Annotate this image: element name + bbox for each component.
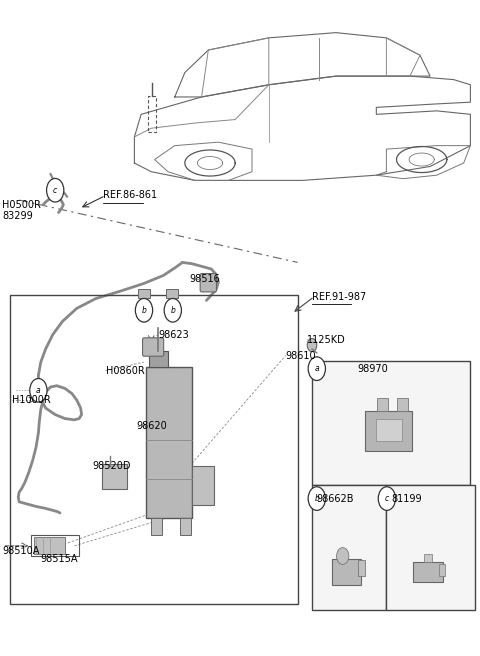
FancyBboxPatch shape <box>192 466 214 505</box>
Circle shape <box>308 357 325 380</box>
Text: REF.91-987: REF.91-987 <box>312 291 366 302</box>
Text: 98623: 98623 <box>158 329 189 340</box>
Circle shape <box>47 178 64 202</box>
Text: b: b <box>142 306 146 315</box>
FancyBboxPatch shape <box>200 274 216 292</box>
Text: b: b <box>314 494 319 503</box>
Text: a: a <box>36 386 41 395</box>
Text: 98520D: 98520D <box>92 461 131 471</box>
Circle shape <box>164 298 181 322</box>
Bar <box>151 518 162 535</box>
Text: H1000R: H1000R <box>12 395 51 405</box>
Bar <box>180 518 191 535</box>
Text: 98516: 98516 <box>190 274 220 285</box>
Bar <box>312 485 386 610</box>
FancyBboxPatch shape <box>365 411 412 451</box>
Bar <box>166 289 178 298</box>
FancyBboxPatch shape <box>143 338 164 356</box>
Text: b: b <box>170 306 175 315</box>
Text: 98510A: 98510A <box>2 546 40 556</box>
Circle shape <box>30 379 47 402</box>
Text: 98970: 98970 <box>358 363 388 374</box>
FancyBboxPatch shape <box>34 537 65 554</box>
Text: 81199: 81199 <box>391 493 422 504</box>
Bar <box>439 564 445 576</box>
Text: a: a <box>314 364 319 373</box>
Bar <box>138 289 150 298</box>
Circle shape <box>378 487 396 510</box>
Bar <box>397 398 408 411</box>
Text: 98610: 98610 <box>286 350 316 361</box>
FancyBboxPatch shape <box>332 559 361 585</box>
Bar <box>31 535 79 556</box>
FancyBboxPatch shape <box>146 367 192 518</box>
Text: 83299: 83299 <box>2 211 33 222</box>
Text: H0860R: H0860R <box>106 365 144 376</box>
Bar <box>312 361 470 485</box>
Bar <box>358 560 365 576</box>
FancyBboxPatch shape <box>149 351 168 367</box>
Circle shape <box>336 548 349 564</box>
Text: 98662B: 98662B <box>317 493 354 504</box>
Text: c: c <box>385 494 389 503</box>
FancyBboxPatch shape <box>413 562 443 583</box>
FancyBboxPatch shape <box>102 464 127 489</box>
Text: 98620: 98620 <box>137 421 168 432</box>
Text: c: c <box>53 186 57 195</box>
Bar <box>424 554 432 562</box>
Text: H0500R: H0500R <box>2 199 41 210</box>
Text: 98515A: 98515A <box>41 554 78 564</box>
Bar <box>386 485 475 610</box>
Bar <box>377 398 388 411</box>
Text: 1125KD: 1125KD <box>307 335 346 345</box>
Text: REF.86-861: REF.86-861 <box>103 190 157 201</box>
Circle shape <box>307 338 317 352</box>
Circle shape <box>135 298 153 322</box>
Bar <box>376 419 402 441</box>
Bar <box>10 295 298 604</box>
Circle shape <box>308 487 325 510</box>
